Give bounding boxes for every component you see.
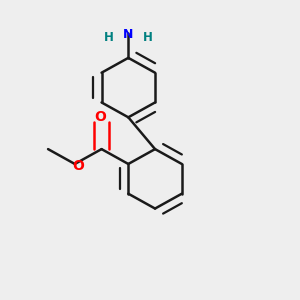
Text: N: N — [123, 28, 134, 41]
Text: O: O — [72, 159, 84, 173]
Text: O: O — [94, 110, 106, 124]
Text: H: H — [143, 31, 153, 44]
Text: H: H — [104, 31, 114, 44]
